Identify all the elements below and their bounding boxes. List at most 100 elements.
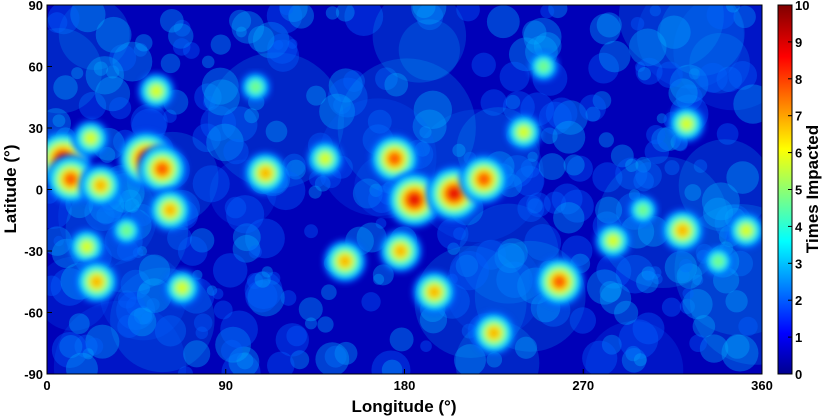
impact-circle [476, 239, 507, 270]
impact-circle [210, 34, 231, 55]
impact-circle [389, 327, 414, 352]
impact-circle [136, 245, 148, 257]
y-tick-label: 90 [29, 0, 43, 13]
impact-circle [124, 198, 140, 213]
impact-circle [127, 307, 157, 337]
impact-circle [109, 44, 137, 72]
impact-circle [168, 23, 194, 49]
impact-circle [96, 206, 115, 225]
impact-circle [286, 159, 306, 180]
impact-circle [416, 5, 444, 31]
hotspot [369, 133, 420, 184]
impact-circle [733, 84, 762, 124]
impact-circle [135, 34, 153, 52]
impact-circle [288, 5, 315, 29]
hotspot [71, 119, 110, 158]
impact-circle [541, 127, 558, 145]
hotspot [727, 211, 762, 250]
impact-circle [589, 13, 621, 45]
impact-circle [85, 337, 104, 356]
impact-circle [51, 332, 88, 369]
impact-circle [306, 85, 327, 106]
impact-circle [412, 109, 447, 144]
impact-circle [676, 263, 703, 289]
impact-circle [524, 224, 562, 261]
colorbar-ticks: 0 1 2 3 4 5 6 7 8 9 10 [788, 0, 809, 382]
impact-circle [117, 314, 141, 339]
hotspot [110, 214, 143, 247]
impact-circle [266, 39, 300, 72]
impact-circle [215, 326, 251, 363]
impact-circle [59, 334, 83, 359]
impact-circle [458, 203, 559, 304]
impact-circle [701, 182, 740, 221]
impact-circle [78, 91, 107, 120]
impact-circle [540, 5, 555, 19]
impact-circle [682, 287, 694, 300]
impact-circle [236, 26, 247, 38]
impact-circle [716, 66, 743, 93]
impact-circle [206, 285, 218, 296]
hotspot [594, 221, 632, 260]
impact-circle [225, 195, 265, 234]
hotspot [412, 270, 457, 314]
impact-circle [636, 270, 659, 294]
hotspot [458, 154, 510, 205]
impact-circle [70, 5, 106, 33]
hotspot-marks [47, 50, 762, 355]
impact-circle [333, 96, 351, 115]
impact-circle [247, 279, 285, 317]
impact-circle [125, 296, 146, 317]
impact-circle [688, 68, 701, 80]
impact-circle [193, 313, 213, 333]
impact-circle [553, 202, 585, 234]
hotspot [702, 245, 734, 277]
impact-circle [692, 315, 716, 338]
impact-circle [139, 283, 150, 295]
impact-circle [317, 316, 334, 333]
impact-circle [325, 6, 340, 20]
impact-circle [679, 298, 695, 314]
colorbar-tick-label: 0 [795, 367, 802, 382]
impact-circle [517, 195, 545, 222]
impact-circle [656, 61, 683, 88]
impact-circle [212, 253, 248, 288]
impact-circle [160, 53, 181, 74]
impact-circle [304, 317, 318, 330]
impact-circle [706, 5, 736, 30]
impact-circle [703, 197, 734, 228]
impact-circle [229, 9, 252, 32]
impact-circle [265, 120, 288, 143]
impact-circle [244, 271, 283, 310]
impact-circle [65, 352, 98, 374]
impact-circle [108, 97, 132, 120]
impact-circle [203, 95, 216, 109]
impact-circle [212, 288, 224, 300]
impact-circle [279, 5, 308, 23]
hotspot [306, 139, 344, 178]
colorbar-tick-label: 5 [795, 183, 802, 198]
impact-circle [682, 289, 713, 320]
impact-circle [192, 165, 230, 203]
impact-circle [551, 183, 583, 215]
impact-circle [244, 108, 260, 124]
impact-circle [496, 261, 533, 299]
impact-circle [192, 123, 222, 153]
impact-circle [633, 353, 647, 367]
impact-circle [201, 67, 239, 105]
impact-circle [721, 334, 759, 372]
impact-circle [246, 272, 264, 290]
impact-circle [725, 290, 748, 313]
y-tick-label: -90 [24, 367, 43, 382]
colorbar-label: Times Impacted [803, 125, 822, 253]
impact-circle [273, 39, 284, 50]
impact-circle [601, 334, 622, 355]
impact-circle [452, 143, 466, 157]
x-tick-label: 0 [43, 378, 50, 393]
colorbar-tick-label: 9 [795, 35, 802, 50]
impact-circle [447, 242, 460, 255]
colorbar-tick-label: 1 [795, 330, 802, 345]
impact-circle [141, 312, 153, 325]
impact-circle [319, 93, 356, 130]
impact-circle [47, 275, 62, 297]
